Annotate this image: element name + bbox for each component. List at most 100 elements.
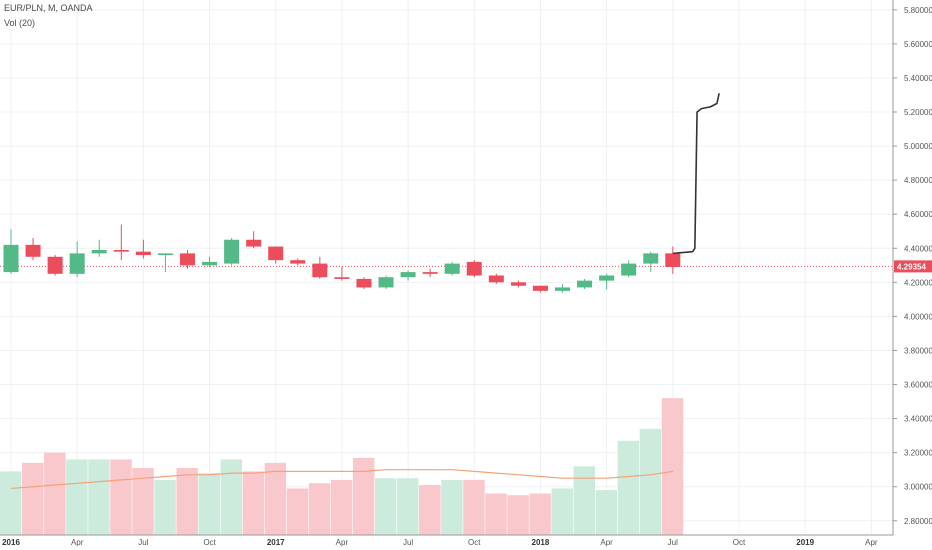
candle-body	[577, 280, 593, 288]
x-tick-label: Jul	[138, 538, 148, 547]
volume-bar	[88, 459, 110, 535]
x-tick-label: Jul	[403, 538, 413, 547]
candle-body	[532, 285, 548, 291]
x-tick-label: Apr	[865, 538, 878, 547]
x-tick-label: 2016	[2, 538, 20, 547]
volume-bar	[551, 488, 573, 535]
volume-bar	[0, 471, 22, 535]
candle-body	[665, 253, 681, 267]
candle-body	[113, 249, 129, 252]
candle-body	[202, 261, 218, 266]
candle-body	[400, 272, 416, 278]
candle-body	[621, 263, 637, 276]
volume-bar	[485, 493, 507, 535]
drawing-path	[672, 93, 720, 255]
x-tick-label: Apr	[600, 538, 613, 547]
y-tick-label: 4.80000	[904, 176, 932, 185]
volume-bar	[661, 398, 684, 535]
y-tick-label: 5.60000	[904, 40, 932, 49]
volume-bar	[264, 462, 287, 535]
x-tick-label: 2017	[267, 538, 285, 547]
y-tick-label: 5.40000	[904, 74, 932, 83]
last-price-tag	[894, 260, 932, 273]
volume-bar	[110, 459, 132, 535]
candle-body	[69, 253, 85, 274]
volume-bar	[176, 467, 198, 535]
y-tick-label: 5.80000	[904, 6, 932, 15]
x-tick-label: Apr	[71, 538, 84, 547]
candle-body	[422, 272, 438, 274]
candle-body	[466, 261, 482, 276]
x-tick-label: Oct	[468, 538, 481, 547]
candle-body	[91, 249, 107, 254]
volume-bar	[529, 493, 551, 535]
y-tick-label: 3.20000	[904, 449, 932, 458]
candle-body	[47, 256, 63, 274]
volume-bar	[132, 467, 154, 535]
volume-ma-line	[10, 469, 673, 490]
candle-body	[555, 287, 570, 291]
candle-body	[643, 253, 659, 264]
y-tick-label: 5.20000	[904, 108, 932, 117]
volume-bar	[463, 479, 485, 535]
y-tick-label: 4.00000	[904, 312, 932, 321]
symbol-legend[interactable]: EUR/PLN, M, OANDA	[4, 3, 93, 13]
y-tick-label: 4.20000	[904, 278, 932, 287]
x-tick-label: Jul	[668, 538, 678, 547]
y-tick-label: 3.80000	[904, 346, 932, 355]
candle-body	[179, 253, 195, 266]
ma-line	[10, 469, 673, 490]
candle-body	[246, 239, 262, 247]
volume-bar	[242, 471, 265, 535]
volume-bar	[441, 479, 463, 535]
volume-bar	[397, 478, 419, 535]
y-tick-label: 5.00000	[904, 142, 932, 151]
volume-bar	[330, 479, 353, 535]
volume-bars	[0, 398, 684, 535]
volume-bar	[66, 459, 88, 535]
y-tick-label: 4.40000	[904, 244, 932, 253]
candle-body	[3, 244, 19, 273]
volume-bar	[573, 466, 595, 535]
volume-bar	[44, 452, 66, 535]
x-tick-label: 2019	[796, 538, 814, 547]
candle-body	[157, 253, 173, 256]
candle-body	[378, 277, 394, 288]
volume-bar	[22, 462, 44, 535]
candle-body	[599, 275, 615, 281]
volume-bar	[352, 457, 375, 535]
volume-bar	[220, 459, 243, 535]
candle-body	[25, 244, 41, 257]
volume-bar	[639, 428, 662, 535]
candle-body	[334, 277, 350, 279]
volume-bar	[286, 488, 309, 535]
y-tick-label: 3.40000	[904, 415, 932, 424]
candle-body	[224, 239, 240, 264]
volume-bar	[595, 490, 618, 535]
y-tick-label: 4.60000	[904, 210, 932, 219]
y-tick-label: 2.80000	[904, 517, 932, 526]
volume-bar	[308, 483, 331, 535]
x-tick-label: Oct	[203, 538, 216, 547]
candle-body	[488, 275, 504, 283]
volume-bar	[419, 485, 441, 535]
candle-body	[312, 263, 328, 278]
candle-body	[356, 278, 372, 288]
x-tick-label: Oct	[733, 538, 746, 547]
last-price-label: 4.29354	[897, 262, 926, 271]
x-tick-label: 2018	[532, 538, 550, 547]
trend-drawing	[672, 93, 720, 255]
y-tick-label: 3.00000	[904, 483, 932, 492]
candle-body	[268, 246, 284, 261]
volume-bar	[507, 495, 529, 535]
candle-body	[290, 260, 306, 264]
volume-bar	[198, 473, 220, 535]
x-tick-label: Apr	[336, 538, 349, 547]
volume-legend[interactable]: Vol (20)	[4, 18, 36, 28]
volume-bar	[617, 440, 640, 535]
candles	[3, 224, 681, 293]
volume-bar	[374, 478, 397, 535]
